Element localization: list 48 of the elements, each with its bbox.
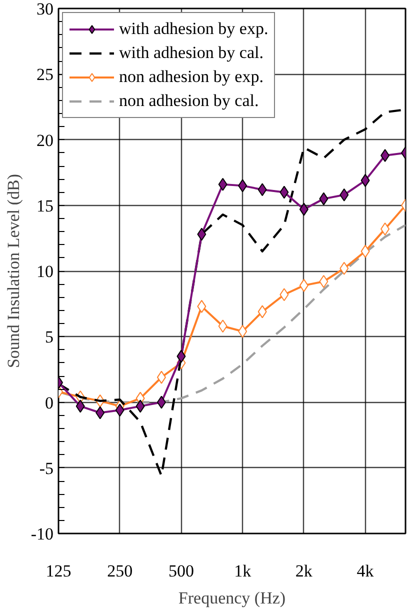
y-tick-label: 25 [36,65,54,84]
y-tick-label: 5 [45,328,54,347]
point [218,320,228,333]
x-tick-label: 2k [295,562,313,580]
point [319,275,328,288]
y-tick-label: -5 [39,458,54,478]
point [197,300,206,313]
point [156,396,166,409]
point [258,183,267,196]
x-tick-label: 1k [234,562,252,580]
point [360,174,370,187]
point [96,406,105,420]
point [299,278,308,292]
y-tick-label: 0 [45,393,54,412]
x-tick-label: 250 [107,562,133,580]
point [136,400,145,413]
y-tick-label: 15 [36,196,54,216]
point [197,228,206,241]
x-tick-label: 4k [356,562,374,580]
point [360,244,370,258]
point [218,178,228,191]
point [319,192,328,206]
point [238,179,248,192]
point [380,222,390,236]
point [238,324,248,338]
y-tick-label: 10 [36,262,54,281]
y-tick-label: -10 [30,524,54,544]
point [340,262,349,275]
point [258,305,267,318]
point [280,186,289,199]
y-tick-label: 30 [36,0,54,18]
point [76,400,85,413]
x-tick-label: 125 [46,562,72,580]
point [115,404,124,417]
point [156,370,166,384]
point [299,202,308,216]
y-tick-label: 20 [36,130,54,150]
legend-label: non adhesion by exp. [119,67,264,87]
point [280,288,289,302]
point [340,188,349,202]
legend-label: with adhesion by cal. [119,43,264,63]
y-axis-title: Sound Insulation Level (dB) [4,174,23,368]
x-tick-label: 500 [168,562,194,580]
legend-label: with adhesion by exp. [119,19,268,39]
point [176,350,186,363]
x-axis-title: Frequency (Hz) [178,588,286,608]
legend-label: non adhesion by cal. [119,91,259,111]
point [380,149,390,162]
